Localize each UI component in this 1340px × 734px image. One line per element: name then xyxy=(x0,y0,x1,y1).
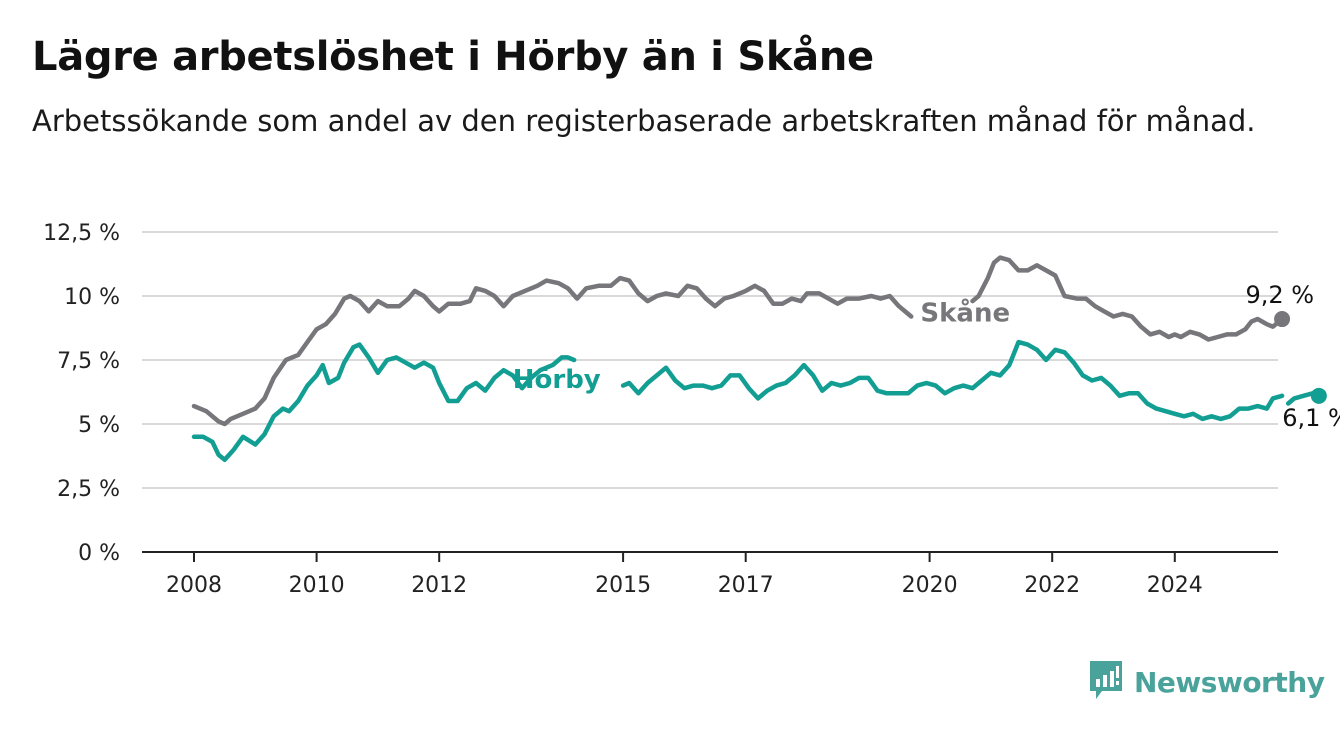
x-tick-label: 2015 xyxy=(595,573,651,598)
series-line-hörby xyxy=(191,342,577,463)
newsworthy-logo-icon xyxy=(1088,659,1124,705)
x-tick-label: 2022 xyxy=(1024,573,1080,598)
x-axis: 2008 2010 2012 2015 2017 2020 2022 2024 xyxy=(166,552,1203,598)
chart-subtitle: Arbetssökande som andel av den registerb… xyxy=(32,104,1256,138)
chart-title: Lägre arbetslöshet i Hörby än i Skåne xyxy=(32,34,874,80)
y-axis-tick-labels: 0 % 2,5 % 5 % 7,5 % 10 % 12,5 % xyxy=(43,221,120,566)
series-line-skåne xyxy=(191,275,914,427)
x-tick-label: 2017 xyxy=(718,573,774,598)
series-lines xyxy=(191,255,1322,463)
y-tick-label: 7,5 % xyxy=(57,349,120,374)
y-tick-label: 2,5 % xyxy=(57,477,120,502)
horby-end-value: 6,1 % xyxy=(1282,404,1340,432)
y-tick-label: 10 % xyxy=(64,285,120,310)
y-tick-label: 5 % xyxy=(78,413,120,438)
brand-name: Newsworthy xyxy=(1134,665,1325,699)
skane-end-marker xyxy=(1274,311,1291,328)
series-line-hörby xyxy=(620,339,1285,422)
skane-end-value: 9,2 % xyxy=(1245,281,1314,309)
brand-logo: Newsworthy xyxy=(1088,659,1325,705)
series-label-horby: Hörby xyxy=(513,365,601,395)
grid-lines xyxy=(142,231,1278,489)
series-labels: Skåne Hörby 9,2 % 6,1 % xyxy=(513,281,1340,432)
series-label-skane: Skåne xyxy=(920,297,1010,329)
horby-end-marker xyxy=(1310,387,1327,404)
y-tick-label: 12,5 % xyxy=(43,221,120,246)
x-tick-label: 2012 xyxy=(411,573,467,598)
x-tick-label: 2020 xyxy=(902,573,958,598)
y-tick-label: 0 % xyxy=(78,541,120,566)
x-tick-label: 2008 xyxy=(166,573,222,598)
x-tick-label: 2010 xyxy=(289,573,345,598)
x-tick-label: 2024 xyxy=(1147,573,1203,598)
series-line-skåne xyxy=(970,255,1285,342)
